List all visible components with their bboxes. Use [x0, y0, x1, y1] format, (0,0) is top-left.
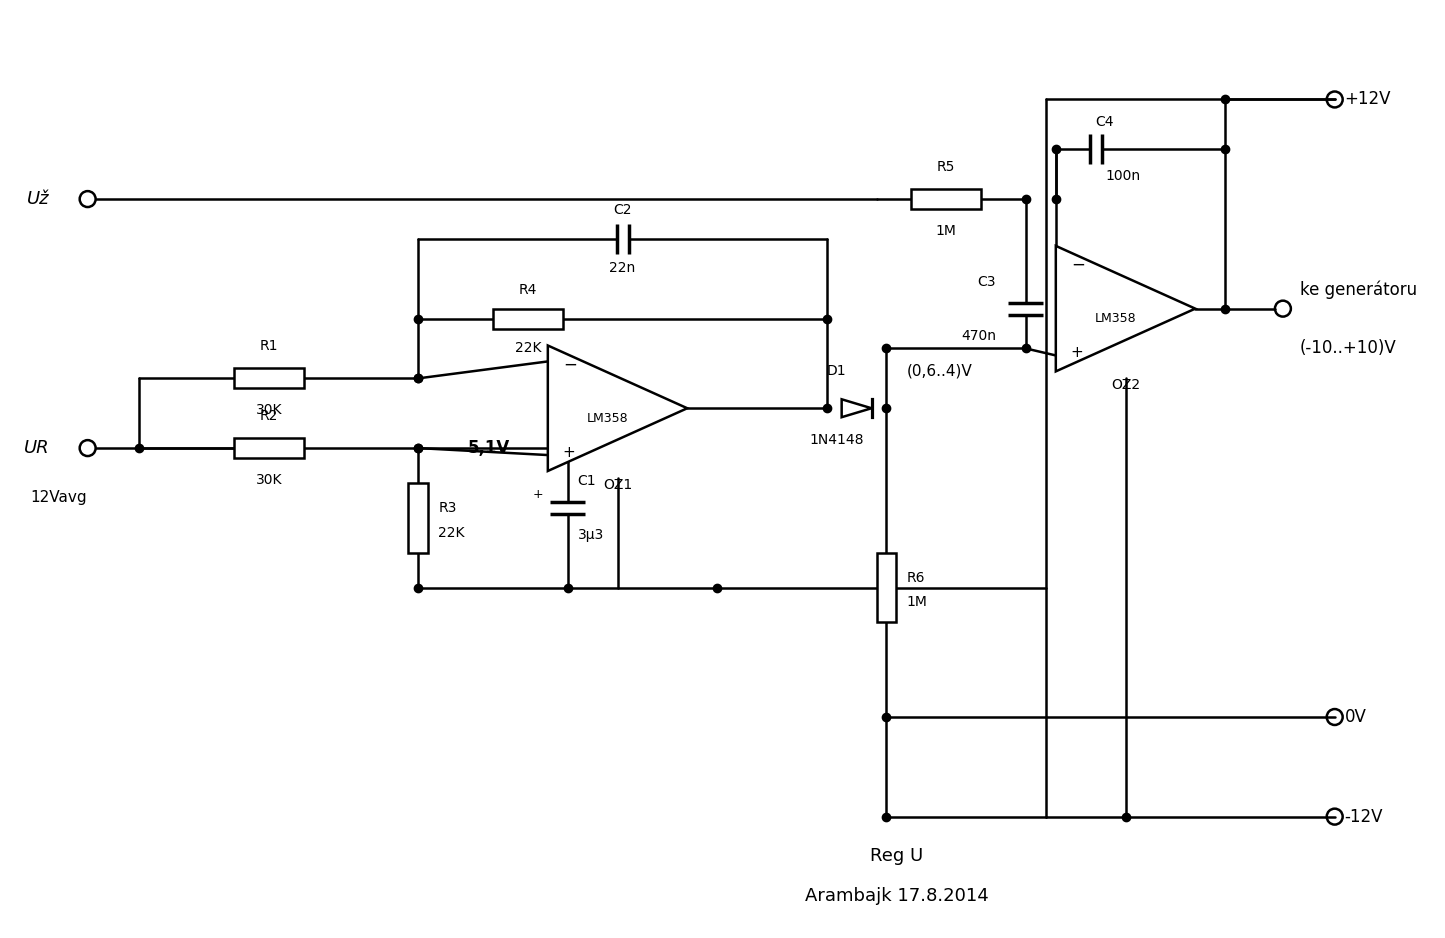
Text: +: + [533, 488, 543, 501]
Text: 3μ3: 3μ3 [578, 528, 604, 542]
Text: +: + [1071, 345, 1084, 360]
Text: −: − [1071, 256, 1085, 274]
Text: 0V: 0V [1345, 708, 1367, 726]
Text: OZ1: OZ1 [603, 478, 631, 492]
Text: R6: R6 [906, 570, 925, 584]
Bar [234, 369, 303, 388]
Text: 22K: 22K [514, 340, 542, 355]
Text: 5,1V: 5,1V [468, 439, 510, 457]
Text: Už: Už [27, 190, 49, 208]
Bar [912, 189, 981, 209]
Text: Reg U: Reg U [870, 847, 923, 866]
Text: 1M: 1M [936, 224, 957, 238]
Text: LM358: LM358 [1095, 312, 1136, 325]
Polygon shape [841, 400, 871, 417]
Text: 30K: 30K [256, 473, 282, 487]
Text: 1N4148: 1N4148 [809, 433, 864, 447]
Text: -12V: -12V [1345, 808, 1383, 825]
Text: R1: R1 [260, 340, 279, 354]
Text: R2: R2 [260, 409, 277, 423]
Text: (0,6..4)V: (0,6..4)V [906, 363, 972, 378]
Text: 100n: 100n [1105, 169, 1140, 183]
Text: (-10..+10)V: (-10..+10)V [1300, 339, 1396, 356]
Bar [234, 438, 303, 458]
Text: +12V: +12V [1345, 90, 1392, 109]
Bar [877, 552, 896, 623]
Text: R4: R4 [519, 282, 538, 296]
Text: 22n: 22n [610, 261, 636, 275]
Text: OZ2: OZ2 [1111, 378, 1140, 392]
Text: R3: R3 [438, 501, 457, 515]
Text: 12Vavg: 12Vavg [30, 491, 87, 506]
Bar [493, 309, 562, 328]
Text: UR: UR [25, 439, 49, 457]
Text: LM358: LM358 [587, 412, 629, 425]
Text: −: − [562, 356, 577, 373]
Text: 1M: 1M [906, 596, 928, 610]
Text: 470n: 470n [961, 328, 996, 342]
Polygon shape [548, 345, 688, 471]
Text: D1: D1 [827, 364, 847, 378]
Text: R5: R5 [936, 160, 955, 174]
Text: C2: C2 [613, 203, 631, 217]
Text: Arambajk 17.8.2014: Arambajk 17.8.2014 [805, 887, 988, 905]
Text: C1: C1 [578, 474, 597, 488]
Text: C4: C4 [1095, 115, 1114, 129]
Polygon shape [1056, 246, 1195, 371]
Text: C3: C3 [978, 275, 996, 289]
Text: ke generátoru: ke generátoru [1300, 280, 1418, 298]
Bar [409, 483, 428, 552]
Text: 30K: 30K [256, 403, 282, 417]
Text: 22K: 22K [438, 525, 465, 539]
Text: +: + [562, 445, 575, 460]
